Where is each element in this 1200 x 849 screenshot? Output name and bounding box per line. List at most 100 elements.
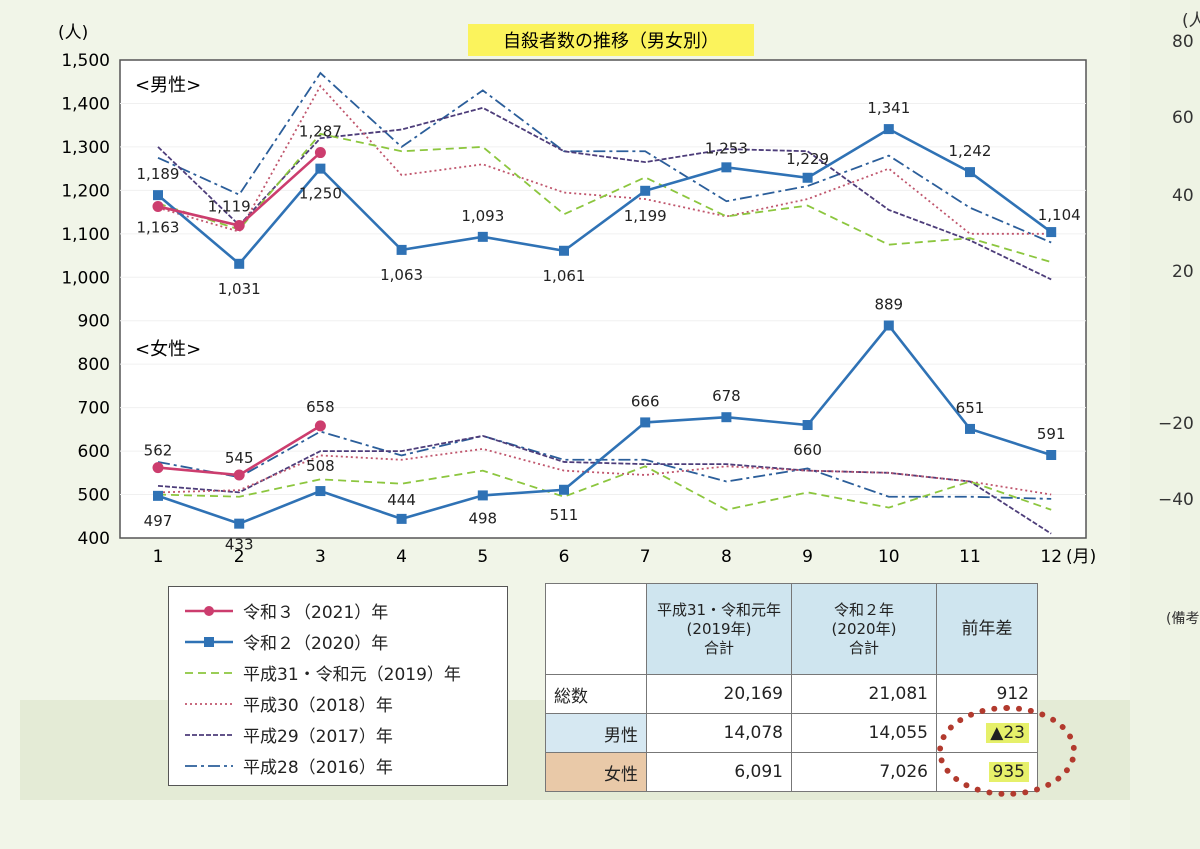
point-marker — [640, 185, 651, 196]
y-tick-label: 1,000 — [61, 268, 110, 288]
x-axis-unit: (月) — [1066, 547, 1096, 567]
series-line-female — [157, 430, 1052, 500]
point-marker — [721, 162, 732, 173]
side-tick-3: 20 — [1172, 262, 1194, 282]
data-label: 1,063 — [380, 266, 423, 284]
x-tick-label: 2 — [234, 547, 245, 567]
summary-total-2020: 21,081 — [791, 674, 937, 714]
point-marker — [152, 200, 164, 212]
adjacent-chart-fragment: (人 80 60 40 20 −20 −40 (備考 — [1130, 0, 1200, 849]
plot-area — [119, 59, 1087, 539]
y-axis-unit: (人) — [58, 23, 88, 43]
point-marker — [1046, 227, 1057, 238]
chart-title: 自殺者数の推移（男女別） — [503, 31, 719, 52]
legend-swatch — [185, 605, 233, 616]
side-tick-4: −20 — [1158, 414, 1194, 434]
legend-swatch — [185, 733, 233, 736]
point-marker — [153, 490, 163, 501]
data-label: 651 — [956, 399, 985, 417]
data-label: 1,250 — [299, 185, 342, 203]
point-marker — [233, 220, 245, 232]
summary-male-2020: 14,055 — [791, 713, 937, 753]
legend-swatch — [185, 764, 233, 767]
summary-corner — [545, 583, 647, 675]
point-marker — [640, 417, 651, 428]
summary-header-row: 平成31・令和元年 (2019年) 合計 令和２年 (2020年) 合計 前年差 — [545, 583, 1038, 675]
x-tick-label: 3 — [315, 547, 326, 567]
data-label: 444 — [387, 491, 416, 509]
side-tick-1: 60 — [1172, 108, 1194, 128]
data-label: 1,031 — [218, 280, 261, 298]
side-tick-5: −40 — [1158, 490, 1194, 510]
point-marker — [965, 167, 975, 178]
x-tick-label: 9 — [802, 547, 813, 567]
series-line-female — [157, 323, 1052, 526]
section-label-female: <女性> — [135, 339, 201, 360]
point-marker — [314, 147, 326, 159]
x-axis: 1 2 3 4 5 6 7 8 9 10 11 12 — [153, 547, 1062, 567]
summary-total-2019: 20,169 — [646, 674, 792, 714]
x-tick-label: 1 — [153, 547, 164, 567]
title-highlight — [468, 24, 754, 56]
point-marker — [883, 320, 894, 331]
point-marker — [559, 245, 569, 256]
data-label: 660 — [793, 441, 822, 459]
summary-header-diff: 前年差 — [936, 583, 1038, 675]
y-tick-label: 800 — [78, 355, 110, 375]
summary-male-2019: 14,078 — [646, 713, 792, 753]
data-label: 591 — [1037, 425, 1066, 443]
data-labels: 1,163 1,119 1,287 1,189 1,031 1,250 1,063 1,093… — [137, 99, 1081, 554]
legend-item: 平成31・令和元（2019）年 — [183, 657, 507, 688]
legend-swatch — [185, 702, 233, 705]
point-marker — [396, 513, 407, 524]
legend-label: 平成31・令和元（2019）年 — [243, 665, 461, 685]
section-label-male: <男性> — [135, 75, 201, 96]
data-label: 562 — [144, 442, 173, 460]
legend-label: 平成30（2018）年 — [243, 696, 393, 716]
point-marker — [477, 231, 488, 242]
data-label: 498 — [468, 509, 497, 527]
x-tick-label: 4 — [396, 547, 407, 567]
legend-label: 平成28（2016）年 — [243, 758, 393, 778]
point-marker — [233, 469, 245, 481]
side-unit: (人 — [1182, 11, 1200, 31]
summary-label-male: 男性 — [545, 713, 647, 753]
point-marker — [315, 486, 326, 497]
data-label: 1,199 — [624, 207, 667, 225]
x-tick-label: 10 — [878, 547, 900, 567]
series-line-male — [157, 127, 1052, 266]
legend-marker — [204, 605, 214, 616]
data-label: 433 — [225, 536, 254, 554]
legend-item: 平成29（2017）年 — [183, 719, 507, 750]
data-label: 889 — [874, 296, 903, 314]
x-tick-label: 12 — [1040, 547, 1062, 567]
y-tick-label: 1,500 — [61, 51, 110, 71]
point-marker — [721, 412, 732, 423]
data-label: 658 — [306, 398, 335, 416]
legend-label: 令和２（2020）年 — [243, 634, 389, 654]
data-label: 1,093 — [461, 207, 504, 225]
data-label: 666 — [631, 392, 660, 410]
data-label: 1,287 — [299, 123, 342, 141]
series-line-male — [157, 132, 1052, 263]
y-tick-label: 1,300 — [61, 138, 110, 158]
summary-female-2019: 6,091 — [646, 752, 792, 792]
y-tick-label: 900 — [78, 312, 110, 332]
data-label: 678 — [712, 387, 741, 405]
point-marker — [314, 420, 326, 432]
side-tick-2: 40 — [1172, 186, 1194, 206]
point-marker — [396, 244, 407, 255]
summary-header-2019: 平成31・令和元年 (2019年) 合計 — [646, 583, 792, 675]
side-tick-0: 80 — [1172, 32, 1194, 52]
y-tick-label: 1,400 — [61, 94, 110, 114]
y-tick-label: 500 — [78, 486, 110, 506]
data-label: 1,189 — [137, 165, 180, 183]
x-tick-label: 11 — [959, 547, 981, 567]
series-layer — [152, 71, 1057, 535]
legend-marker — [204, 636, 214, 647]
point-marker — [315, 163, 326, 174]
point-marker — [234, 518, 245, 529]
y-tick-label: 1,100 — [61, 225, 110, 245]
legend-item: 令和３（2021）年 — [183, 595, 507, 626]
data-label: 1,104 — [1038, 206, 1081, 224]
